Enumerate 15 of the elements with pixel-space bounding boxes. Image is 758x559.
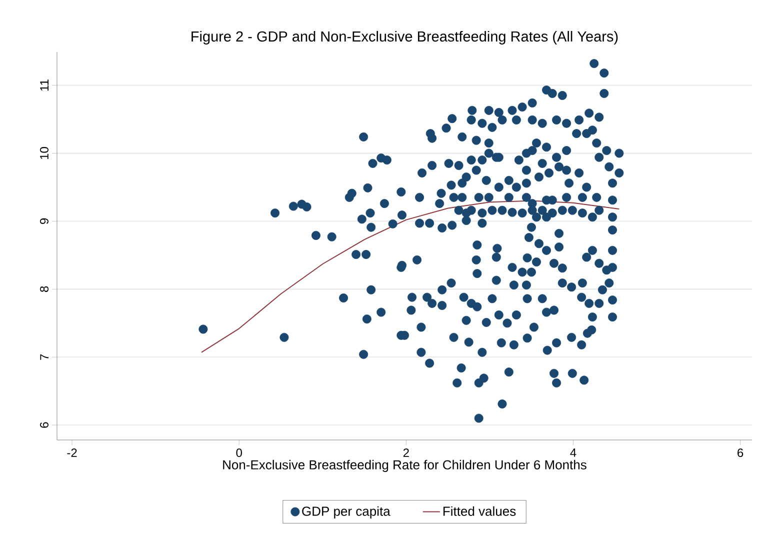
x-axis-title: Non-Exclusive Breastfeeding Rate for Children Under 6 Months xyxy=(223,460,586,472)
x-tick-label: 0 xyxy=(236,448,242,458)
chart-title: Figure 2 - GDP and Non-Exclusive Breastfeeding Rates (All Years) xyxy=(192,30,618,44)
legend-label: Fitted values xyxy=(443,506,516,516)
y-tick-label: 7 xyxy=(40,354,48,360)
x-tick-label: 4 xyxy=(570,448,576,457)
y-tick-label: 8 xyxy=(40,286,48,292)
y-tick-label: 9 xyxy=(40,218,48,224)
legend-label: GDP per capita xyxy=(302,506,390,518)
y-tick-label: 11 xyxy=(40,80,48,91)
x-tick-label: 6 xyxy=(738,448,744,458)
y-tick-label: 10 xyxy=(40,147,48,160)
y-tick-label: 6 xyxy=(40,422,48,428)
x-tick-label: -2 xyxy=(67,448,77,457)
x-tick-label: 2 xyxy=(403,448,409,457)
